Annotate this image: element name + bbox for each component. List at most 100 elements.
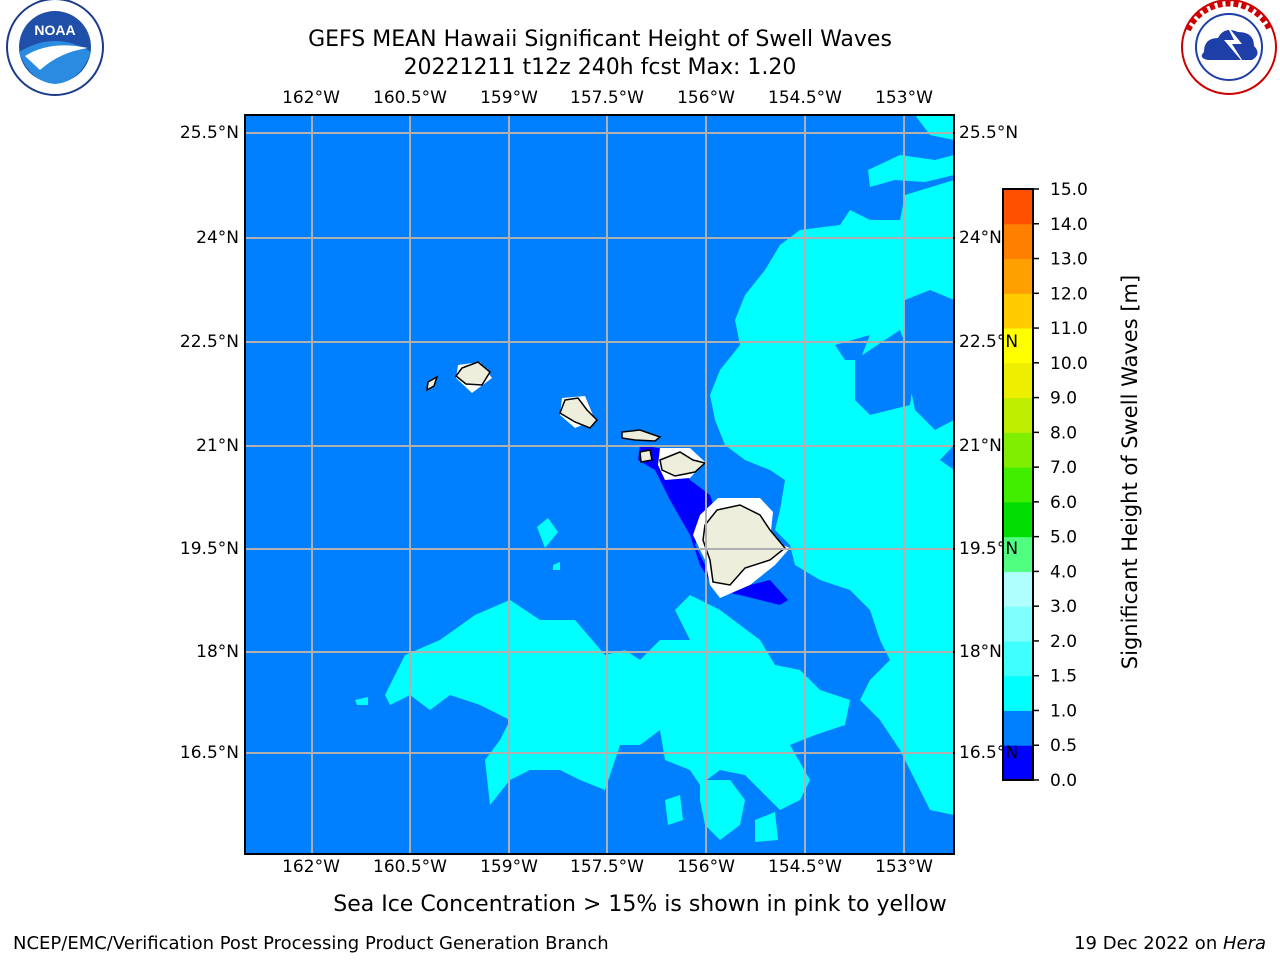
colorbar-segment xyxy=(1003,189,1033,225)
cyan-small-north xyxy=(868,155,954,187)
colorbar-segment xyxy=(1003,501,1033,538)
colorbar-tick-label: 3.0 xyxy=(1050,597,1077,617)
map-title-line2: 20221211 t12z 240h fcst Max: 1.20 xyxy=(403,55,797,80)
cyan-island-5 xyxy=(355,697,368,705)
lon-label-bottom-156w: 156°W xyxy=(677,857,735,877)
sea-ice-note: Sea Ice Concentration > 15% is shown in … xyxy=(0,892,1280,917)
cyan-pocket-3 xyxy=(905,290,954,430)
colorbar-segment xyxy=(1003,571,1033,607)
footer-left: NCEP/EMC/Verification Post Processing Pr… xyxy=(13,933,609,954)
lat-label-left-16-5n: 16.5°N xyxy=(179,743,239,763)
colorbar-tick-label: 5.0 xyxy=(1050,528,1077,548)
land-maui xyxy=(659,451,707,477)
lat-label-right-18n: 18°N xyxy=(959,642,1002,662)
lat-label-left-18n: 18°N xyxy=(196,642,239,662)
lat-label-right-25-5n: 25.5°N xyxy=(959,123,1019,143)
footer-right: 19 Dec 2022 on Hera xyxy=(1074,933,1266,954)
land-oahu xyxy=(559,397,599,429)
colorbar-segment xyxy=(1003,467,1033,503)
land-lanai xyxy=(639,449,653,463)
colorbar-segment xyxy=(1003,223,1033,260)
land-molokai xyxy=(621,429,662,442)
map-panel xyxy=(244,114,955,855)
footer-host: Hera xyxy=(1222,933,1266,954)
footer-date: 19 Dec 2022 on xyxy=(1074,933,1223,954)
map-title-line1: GEFS MEAN Hawaii Significant Height of S… xyxy=(308,27,892,52)
lon-label-bottom-154-5w: 154.5°W xyxy=(768,857,842,877)
colorbar-segment xyxy=(1003,536,1033,572)
lon-label-top-153w: 153°W xyxy=(875,88,933,108)
lon-label-top-162w: 162°W xyxy=(282,88,340,108)
cyan-pocket-2 xyxy=(855,330,915,415)
colorbar-tick-label: 15.0 xyxy=(1050,180,1088,200)
colorbar-segment xyxy=(1003,640,1033,677)
colorbar-segment xyxy=(1003,328,1033,364)
land-hawaii xyxy=(702,504,787,586)
lon-label-top-156w: 156°W xyxy=(677,88,735,108)
noaa-logo: NOAA xyxy=(6,0,104,96)
colorbar-tick-label: 7.0 xyxy=(1050,458,1077,478)
cyan-pocket-4 xyxy=(940,445,954,470)
colorbar-frame xyxy=(1002,188,1034,781)
cyan-island-4 xyxy=(537,518,558,548)
colorbar: 0.0 0.5 1.0 1.5 2.0 3.0 4.0 5.0 6.0 7.0 8.0 9.0 10.0… xyxy=(1002,180,1088,791)
lat-label-right-16-5n: 16.5°N xyxy=(959,743,1019,763)
colorbar-segment xyxy=(1003,293,1033,329)
colorbar-tick-label: 8.0 xyxy=(1050,423,1077,443)
colorbar-segment xyxy=(1003,745,1033,781)
lat-label-left-21n: 21°N xyxy=(196,436,239,456)
deep-blue-lee xyxy=(638,445,788,605)
colorbar-label: Significant Height of Swell Waves [m] xyxy=(1118,274,1142,670)
land-kauai xyxy=(454,361,491,386)
map-frame xyxy=(244,114,955,855)
colorbar-tick-label: 1.0 xyxy=(1050,701,1077,721)
colorbar-tick-label: 0.5 xyxy=(1050,736,1077,756)
cyan-island-1 xyxy=(700,780,745,840)
lat-label-right-21n: 21°N xyxy=(959,436,1002,456)
colorbar-tick-label: 4.0 xyxy=(1050,562,1077,582)
lat-label-right-24n: 24°N xyxy=(959,228,1002,248)
lon-label-bottom-153w: 153°W xyxy=(875,857,933,877)
colorbar-tick-label: 12.0 xyxy=(1050,284,1088,304)
colorbar-segment xyxy=(1003,362,1033,399)
lat-label-right-22-5n: 22.5°N xyxy=(959,332,1019,352)
colorbar-tick-label: 2.0 xyxy=(1050,632,1077,652)
colorbar-segment xyxy=(1003,710,1033,746)
lat-label-left-24n: 24°N xyxy=(196,228,239,248)
map-gridlines xyxy=(245,115,954,854)
colorbar-tick-label: 1.5 xyxy=(1050,667,1077,687)
colorbar-segment xyxy=(1003,606,1033,642)
noaa-logo-text: NOAA xyxy=(34,22,75,38)
cyan-island-2 xyxy=(755,812,778,842)
colorbar-tick-label: 13.0 xyxy=(1050,250,1088,270)
lon-label-bottom-159w: 159°W xyxy=(480,857,538,877)
cyan-region-south xyxy=(385,595,850,810)
colorbar-tick-label: 10.0 xyxy=(1050,354,1088,374)
lon-label-top-157-5w: 157.5°W xyxy=(570,88,644,108)
colorbar-tick-label: 11.0 xyxy=(1050,319,1088,339)
colorbar-segment xyxy=(1003,397,1033,433)
colorbar-segment xyxy=(1003,675,1033,711)
nws-logo xyxy=(1181,0,1277,95)
sea-ice-note-text: Sea Ice Concentration > 15% is shown in … xyxy=(333,892,947,917)
colorbar-tick-label: 14.0 xyxy=(1050,215,1088,235)
lon-label-bottom-160-5w: 160.5°W xyxy=(373,857,447,877)
lat-label-left-25-5n: 25.5°N xyxy=(179,123,239,143)
colorbar-tick-label: 0.0 xyxy=(1050,771,1077,791)
colorbar-segment xyxy=(1003,258,1033,294)
lon-label-top-160-5w: 160.5°W xyxy=(373,88,447,108)
colorbar-segment xyxy=(1003,432,1033,468)
lat-label-left-22-5n: 22.5°N xyxy=(179,332,239,352)
lon-label-bottom-162w: 162°W xyxy=(282,857,340,877)
colorbar-tick-label: 9.0 xyxy=(1050,389,1077,409)
colorbar-tick-label: 6.0 xyxy=(1050,493,1077,513)
lon-label-top-154-5w: 154.5°W xyxy=(768,88,842,108)
land-niihau xyxy=(426,375,439,392)
lat-label-left-19-5n: 19.5°N xyxy=(179,539,239,559)
lon-label-bottom-157-5w: 157.5°W xyxy=(570,857,644,877)
lon-label-top-159w: 159°W xyxy=(480,88,538,108)
lat-label-right-19-5n: 19.5°N xyxy=(959,539,1019,559)
cyan-island-6 xyxy=(553,562,560,570)
cyan-island-3 xyxy=(665,795,683,825)
